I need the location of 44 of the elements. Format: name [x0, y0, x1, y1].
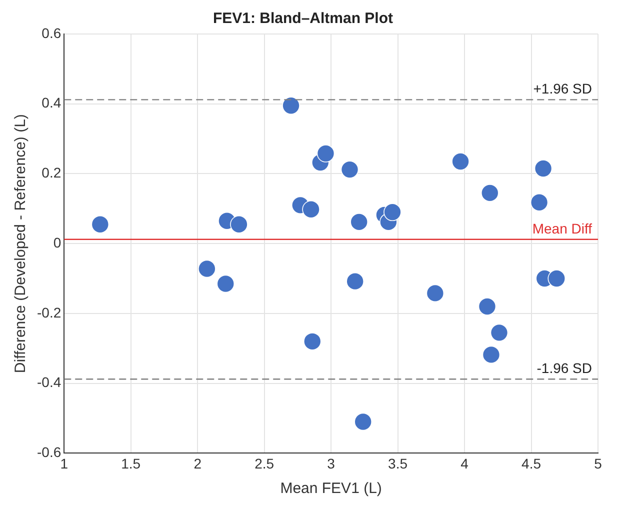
y-tick-label: 0.4 — [42, 94, 62, 111]
x-tick-label: 3 — [327, 455, 336, 472]
y-tick-label: 0 — [53, 234, 62, 250]
x-tick-label: 4.5 — [522, 455, 542, 472]
point — [530, 193, 548, 212]
point — [350, 213, 368, 231]
chart-title: FEV1: Bland–Altman Plot — [212, 10, 394, 28]
point — [534, 160, 552, 178]
point — [426, 284, 444, 302]
ref-line-label: +1.96 SD — [533, 80, 592, 97]
point — [480, 184, 499, 202]
y-tick-label: 0.2 — [42, 164, 62, 181]
x-tick-label: 5 — [594, 455, 602, 472]
x-axis-title: Mean FEV1 (L) — [280, 480, 382, 498]
point — [198, 260, 216, 278]
x-tick-label: 2 — [194, 455, 202, 472]
x-tick-label: 1 — [60, 455, 68, 472]
y-tick-label: -0.4 — [37, 374, 62, 390]
y-tick-label: 0.6 — [42, 24, 62, 41]
y-axis-title: Difference (Developed - Reference) (L) — [12, 114, 30, 374]
point — [548, 270, 566, 288]
point — [303, 332, 322, 350]
point — [354, 412, 372, 431]
point — [282, 96, 300, 115]
point — [452, 152, 470, 170]
point — [482, 346, 500, 364]
x-tick-label: 2.5 — [254, 455, 274, 472]
point — [340, 160, 359, 178]
x-tick-label: 1.5 — [121, 455, 141, 472]
point — [230, 215, 248, 234]
point — [346, 272, 364, 290]
ref-line-label: -1.96 SD — [536, 360, 592, 376]
point — [316, 144, 335, 162]
point — [384, 203, 402, 222]
ref-line-label: Mean Diff — [532, 220, 592, 236]
point — [478, 298, 496, 316]
point — [302, 200, 320, 218]
x-tick-label: 4 — [460, 455, 469, 472]
point — [216, 274, 235, 293]
y-tick-label: -0.6 — [37, 444, 62, 460]
point — [490, 324, 508, 342]
point — [91, 215, 110, 234]
y-tick-label: -0.2 — [37, 304, 62, 320]
x-tick-label: 3.5 — [388, 455, 408, 472]
